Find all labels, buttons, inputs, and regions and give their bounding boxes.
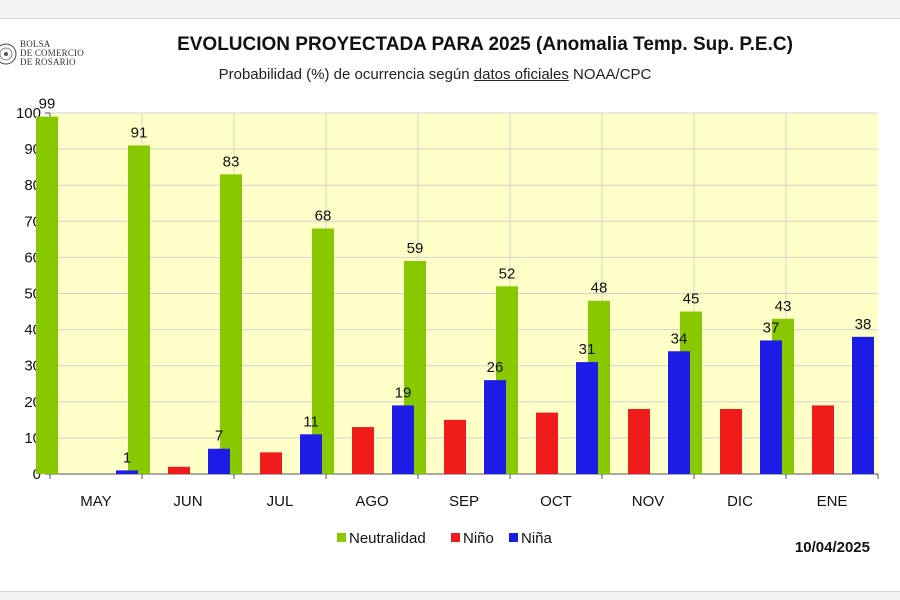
bar-nino [168,466,190,474]
data-label-neutral: 83 [223,153,240,170]
data-label-nina: 7 [215,428,223,445]
data-label-neutral: 43 [775,298,792,315]
subtitle-link: datos oficiales [473,66,569,83]
bar-nino [260,452,282,474]
subtitle-prefix: Probabilidad (%) de ocurrencia según [218,66,474,83]
x-tick-label: ENE [817,493,848,510]
data-label-nina: 34 [671,330,688,347]
x-tick-label: AGO [355,493,388,510]
data-label-nina: 38 [855,316,872,333]
legend-swatch-nina [509,533,518,542]
logo-text: BOLSA DE COMERCIO DE ROSARIO [20,40,120,67]
bar-neutral [36,116,58,475]
data-label-nina: 37 [763,319,780,336]
chart-subtitle: Probabilidad (%) de ocurrencia según dat… [140,66,730,83]
bar-nino [352,427,374,474]
bar-nino [812,405,834,474]
x-tick-label: NOV [632,493,665,510]
bar-nina [576,362,598,474]
bar-nino [628,409,650,474]
y-tick-label: 100 [16,105,41,122]
logo-line-3: DE ROSARIO [20,57,76,67]
legend-label-nino: Niño [463,530,494,547]
data-label-neutral: 52 [499,265,516,282]
bar-nino [720,409,742,474]
x-tick-label: MAY [80,493,111,510]
bar-nino [536,412,558,474]
bar-nina [668,351,690,474]
logo-line-1: BOLSA [20,39,51,49]
bar-nina [208,448,230,474]
legend-swatch-neutral [337,533,346,542]
data-label-nina: 19 [395,384,412,401]
logo-emblem-icon [0,43,17,65]
logo-line-2: DE COMERCIO [20,48,84,58]
bar-neutral [220,174,242,474]
data-label-neutral: 59 [407,240,424,257]
x-tick-label: OCT [540,493,572,510]
data-label-nina: 11 [303,413,319,430]
bar-nino [444,419,466,474]
data-label-nina: 31 [579,341,596,358]
legend-label-neutral: Neutralidad [349,530,426,547]
y-tick-label: 0 [33,466,41,483]
legend-label-nina: Niña [521,530,553,547]
x-tick-label: DIC [727,493,753,510]
data-label-neutral: 99 [39,96,56,113]
x-tick-label: JUN [173,493,202,510]
data-label-neutral: 45 [683,291,700,308]
bar-nina [116,470,138,474]
bar-nina [852,336,874,474]
bar-nina [300,434,322,474]
legend-swatch-nino [451,533,460,542]
x-tick-label: SEP [449,493,479,510]
chart-date: 10/04/2025 [794,539,870,556]
bar-nina [484,380,506,474]
data-label-nina: 1 [123,449,131,466]
x-tick-label: JUL [267,493,294,510]
bar-neutral [312,228,334,474]
chart-title: EVOLUCION PROYECTADA PARA 2025 (Anomalia… [177,34,793,55]
data-label-neutral: 68 [315,208,332,225]
data-label-nina: 26 [487,359,504,376]
subtitle-suffix: NOAA/CPC [568,66,652,83]
data-label-neutral: 48 [591,280,608,297]
bar-nina [760,340,782,474]
data-label-neutral: 91 [131,124,148,141]
bar-neutral [128,145,150,475]
bar-nina [392,405,414,474]
